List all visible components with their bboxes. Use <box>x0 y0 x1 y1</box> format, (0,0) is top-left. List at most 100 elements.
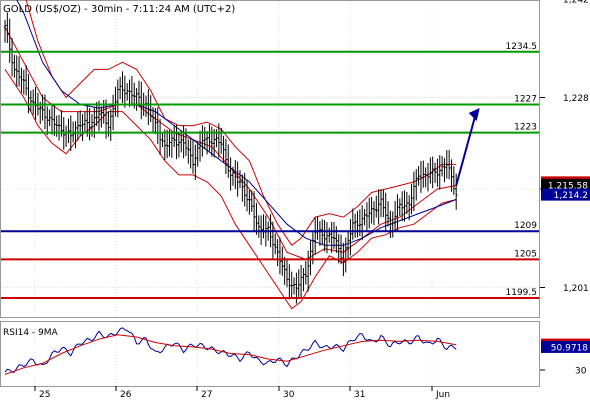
price-bar <box>41 94 44 121</box>
price-bar <box>81 113 84 142</box>
level-label: 1209 <box>514 221 537 231</box>
price-bar <box>314 217 317 255</box>
price-bar <box>121 71 124 103</box>
price-bar <box>410 183 413 215</box>
level-label: 1199.5 <box>506 288 538 298</box>
price-bar <box>403 190 406 222</box>
price-bar <box>245 180 249 212</box>
rsi-value-box-label: 50.9718 <box>551 343 588 353</box>
price-bar <box>43 94 47 130</box>
x-tick-label: 31 <box>354 390 365 400</box>
price-bar <box>384 192 387 231</box>
price-bar <box>175 124 178 160</box>
price-bar <box>173 124 176 148</box>
price-bar <box>8 18 11 63</box>
price-bar <box>238 170 242 189</box>
price-bar <box>53 104 56 136</box>
price-bar <box>396 194 399 232</box>
price-bar <box>212 129 216 158</box>
price-bar <box>450 159 453 192</box>
level-label: 1223 <box>514 123 537 133</box>
price-bar <box>255 202 258 235</box>
level-label: 1227 <box>514 95 537 105</box>
price-value-box-bg <box>541 188 590 201</box>
price-bar <box>365 202 369 231</box>
price-bar <box>304 260 307 285</box>
price-bar <box>325 222 329 254</box>
price-bar <box>455 173 458 210</box>
rsi-tick-label: 30 <box>575 367 587 377</box>
price-bar <box>118 76 122 100</box>
level-label: 1205 <box>514 249 537 259</box>
price-bar <box>13 54 16 78</box>
price-bar <box>283 256 286 285</box>
price-bar <box>328 227 331 243</box>
price-bar <box>180 131 183 153</box>
y-tick-label: 1,228 <box>563 94 589 104</box>
price-bar <box>165 129 169 159</box>
price-bar <box>224 138 228 175</box>
price-bar <box>344 237 347 273</box>
price-bar <box>168 129 171 157</box>
price-bar <box>297 269 300 297</box>
price-bar <box>126 83 129 101</box>
price-bar <box>229 157 232 191</box>
price-bar <box>400 191 404 222</box>
level-label: 1234.5 <box>506 42 538 52</box>
price-bar <box>196 141 199 167</box>
price-bar <box>123 75 127 108</box>
price-bar <box>417 166 420 186</box>
price-bar <box>194 144 197 180</box>
price-bar <box>191 140 195 174</box>
price-bar <box>372 201 376 226</box>
price-bar <box>292 277 296 295</box>
price-bar <box>135 88 138 111</box>
price-bar <box>288 264 291 300</box>
x-tick-label: 25 <box>39 390 50 400</box>
price-bar <box>20 67 23 93</box>
price-bar <box>445 150 448 179</box>
price-bar <box>151 107 155 133</box>
price-bar <box>379 189 383 218</box>
price-bar <box>274 233 277 255</box>
price-bar <box>424 167 427 188</box>
price-bar <box>440 155 444 177</box>
price-bar <box>48 109 51 127</box>
price-bar <box>290 271 293 299</box>
price-bar <box>393 200 397 232</box>
price-bar <box>76 111 80 141</box>
main-plot-frame <box>0 0 540 318</box>
price-bar <box>29 90 33 112</box>
y-tick-label: 1,242 <box>563 0 589 5</box>
price-bar <box>241 174 244 202</box>
price-bar <box>182 125 185 159</box>
price-bar <box>10 37 14 77</box>
price-bar <box>116 79 119 118</box>
price-bar <box>57 114 61 141</box>
price-bar <box>436 158 439 187</box>
price-bar <box>6 12 9 43</box>
rsi-line <box>4 327 457 373</box>
price-bar <box>22 69 25 95</box>
forecast-arrow-shaft <box>455 113 477 186</box>
price-bar <box>412 171 416 212</box>
price-bar <box>377 189 380 225</box>
price-bar <box>243 172 246 207</box>
price-bar <box>24 65 28 96</box>
price-bar <box>189 139 192 169</box>
price-bar <box>236 161 239 197</box>
price-bar <box>170 131 174 158</box>
price-bar <box>386 201 390 227</box>
price-bar <box>147 89 150 125</box>
price-bar <box>259 215 263 245</box>
price-bar <box>74 121 77 149</box>
price-bar <box>398 198 401 216</box>
price-bar <box>231 166 235 186</box>
x-tick-label: 30 <box>283 390 295 400</box>
x-tick-label: 27 <box>201 390 212 400</box>
price-bar <box>299 264 303 299</box>
price-bar <box>382 189 385 218</box>
price-bar <box>227 144 230 178</box>
price-bar <box>391 211 394 238</box>
